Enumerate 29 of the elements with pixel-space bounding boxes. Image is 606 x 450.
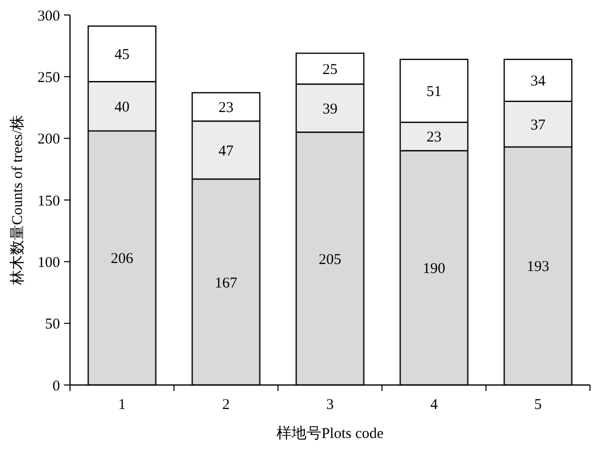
- y-tick-label: 100: [38, 254, 60, 271]
- data-label: 190: [422, 261, 446, 278]
- data-label: 40: [114, 100, 130, 116]
- y-tick-label: 300: [38, 8, 60, 24]
- data-label: 193: [526, 259, 550, 276]
- data-label: 167: [214, 275, 238, 292]
- x-tick-label: 4: [430, 397, 438, 413]
- x-tick-label: 1: [118, 397, 126, 413]
- data-label: 51: [426, 84, 442, 100]
- data-label: 37: [530, 117, 546, 134]
- data-label: 45: [114, 47, 130, 64]
- x-tick-label: 2: [222, 397, 230, 413]
- x-tick-label: 3: [326, 397, 334, 413]
- data-label: 23: [218, 100, 234, 116]
- data-label: 25: [322, 62, 338, 78]
- y-tick-label: 200: [38, 132, 60, 148]
- y-tick-label: 250: [38, 70, 60, 86]
- data-label: 47: [218, 143, 234, 160]
- data-label: 205: [318, 252, 342, 268]
- data-label: 206: [110, 251, 134, 268]
- data-label: 34: [530, 74, 546, 90]
- data-label: 23: [426, 130, 442, 146]
- y-tick-label: 150: [38, 193, 60, 210]
- y-axis-title: 林木数量Counts of trees/株: [9, 115, 26, 286]
- data-label: 39: [322, 101, 338, 118]
- x-tick-label: 5: [534, 397, 542, 413]
- y-tick-label: 50: [45, 316, 60, 333]
- y-tick-label: 0: [52, 378, 60, 394]
- x-axis-title: 样地号Plots code: [276, 425, 384, 442]
